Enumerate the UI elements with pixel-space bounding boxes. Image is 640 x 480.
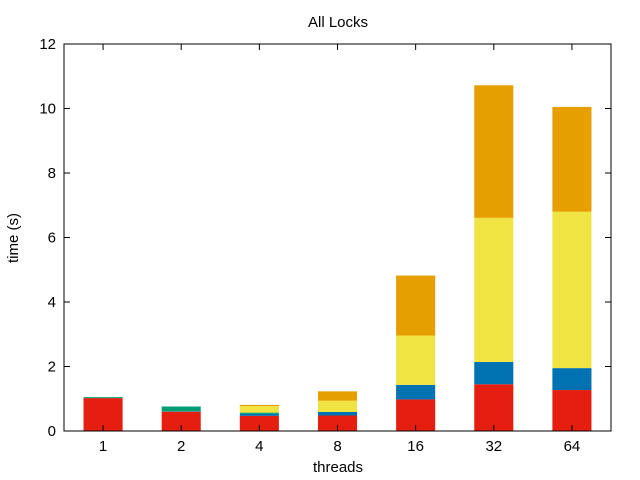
bar-segment-64-4	[552, 106, 592, 212]
x-tick-label: 16	[407, 438, 424, 455]
x-axis-label: threads	[313, 459, 363, 476]
bars-group	[83, 85, 592, 431]
bar-segment-2-0	[161, 411, 201, 431]
y-tick-label: 12	[39, 36, 56, 53]
y-tick-label: 8	[48, 165, 56, 182]
bar-segment-8-0	[317, 415, 358, 431]
bar-segment-4-4	[239, 404, 279, 407]
bar-segment-64-0	[552, 390, 592, 431]
bar-segment-16-1	[396, 384, 436, 400]
x-tick-label: 64	[564, 438, 581, 455]
bar-segment-64-3	[552, 211, 592, 369]
bar-segment-2-2	[161, 406, 201, 412]
chart-title: All Locks	[308, 14, 368, 31]
x-tick-label: 32	[485, 438, 502, 455]
bar-segment-32-3	[474, 217, 514, 362]
y-tick-label: 10	[39, 101, 56, 118]
x-tick-label: 4	[255, 438, 263, 455]
y-tick-label: 0	[48, 423, 56, 440]
bar-segment-8-4	[317, 391, 358, 401]
y-tick-label: 4	[48, 294, 56, 311]
bar-segment-8-3	[317, 400, 358, 412]
x-tick-label: 1	[99, 438, 107, 455]
bar-segment-4-1	[239, 413, 279, 416]
x-tick-label: 2	[177, 438, 185, 455]
plot-frame	[63, 43, 612, 432]
y-tick-label: 2	[48, 359, 56, 376]
bar-segment-4-3	[239, 406, 279, 413]
bar-segment-4-2	[239, 412, 279, 414]
y-tick-label: 6	[48, 230, 56, 247]
y-axis-label: time (s)	[5, 213, 22, 263]
x-tick-label: 8	[333, 438, 341, 455]
bar-segment-32-1	[474, 361, 514, 385]
bar-segment-32-4	[474, 85, 514, 218]
bar-segment-16-4	[396, 275, 436, 336]
bar-segment-32-0	[474, 384, 514, 431]
bar-segment-8-1	[317, 411, 358, 416]
bar-segment-4-0	[239, 415, 279, 431]
bar-segment-1-2	[83, 397, 123, 399]
bar-segment-64-1	[552, 368, 592, 391]
bar-segment-16-3	[396, 335, 436, 385]
